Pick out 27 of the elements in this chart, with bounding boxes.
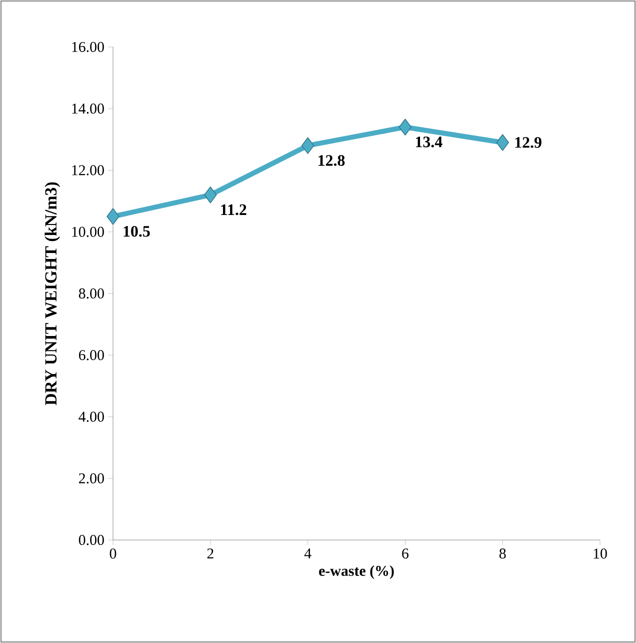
point [106, 208, 120, 225]
y-axis-title: DRY UNIT WEIGHT (kN/m3) [44, 182, 60, 406]
data-label: 12.9 [515, 137, 542, 148]
x-tick-label: 8 [499, 548, 506, 559]
data-label: 11.2 [221, 204, 246, 216]
y-tick-label: 8.00 [78, 288, 104, 299]
data-label: 13.4 [416, 136, 442, 148]
y-tick-label: 2.00 [79, 473, 104, 484]
data-label: 12.8 [318, 155, 345, 166]
y-tick-label: 10.00 [72, 226, 104, 237]
x-tick-label: 2 [207, 548, 214, 558]
y-tick-label: 16.00 [72, 42, 104, 52]
x-tick-label: 4 [304, 548, 312, 558]
point [398, 118, 412, 136]
y-tick-label: 4.00 [78, 412, 104, 422]
point [301, 137, 314, 154]
data-label: 10.5 [124, 226, 150, 237]
point [496, 134, 509, 151]
y-tick-label: 0.00 [78, 534, 104, 546]
x-tick-label: 6 [402, 548, 408, 559]
y-tick-label: 14.00 [72, 104, 104, 114]
y-tick-label: 12.00 [72, 165, 104, 176]
point [204, 186, 217, 204]
x-tick-label: 0 [110, 548, 116, 559]
x-tick-label: 10 [594, 548, 607, 559]
x-axis-title: e-waste (%) [319, 565, 394, 579]
y-tick-label: 6.00 [78, 350, 104, 360]
